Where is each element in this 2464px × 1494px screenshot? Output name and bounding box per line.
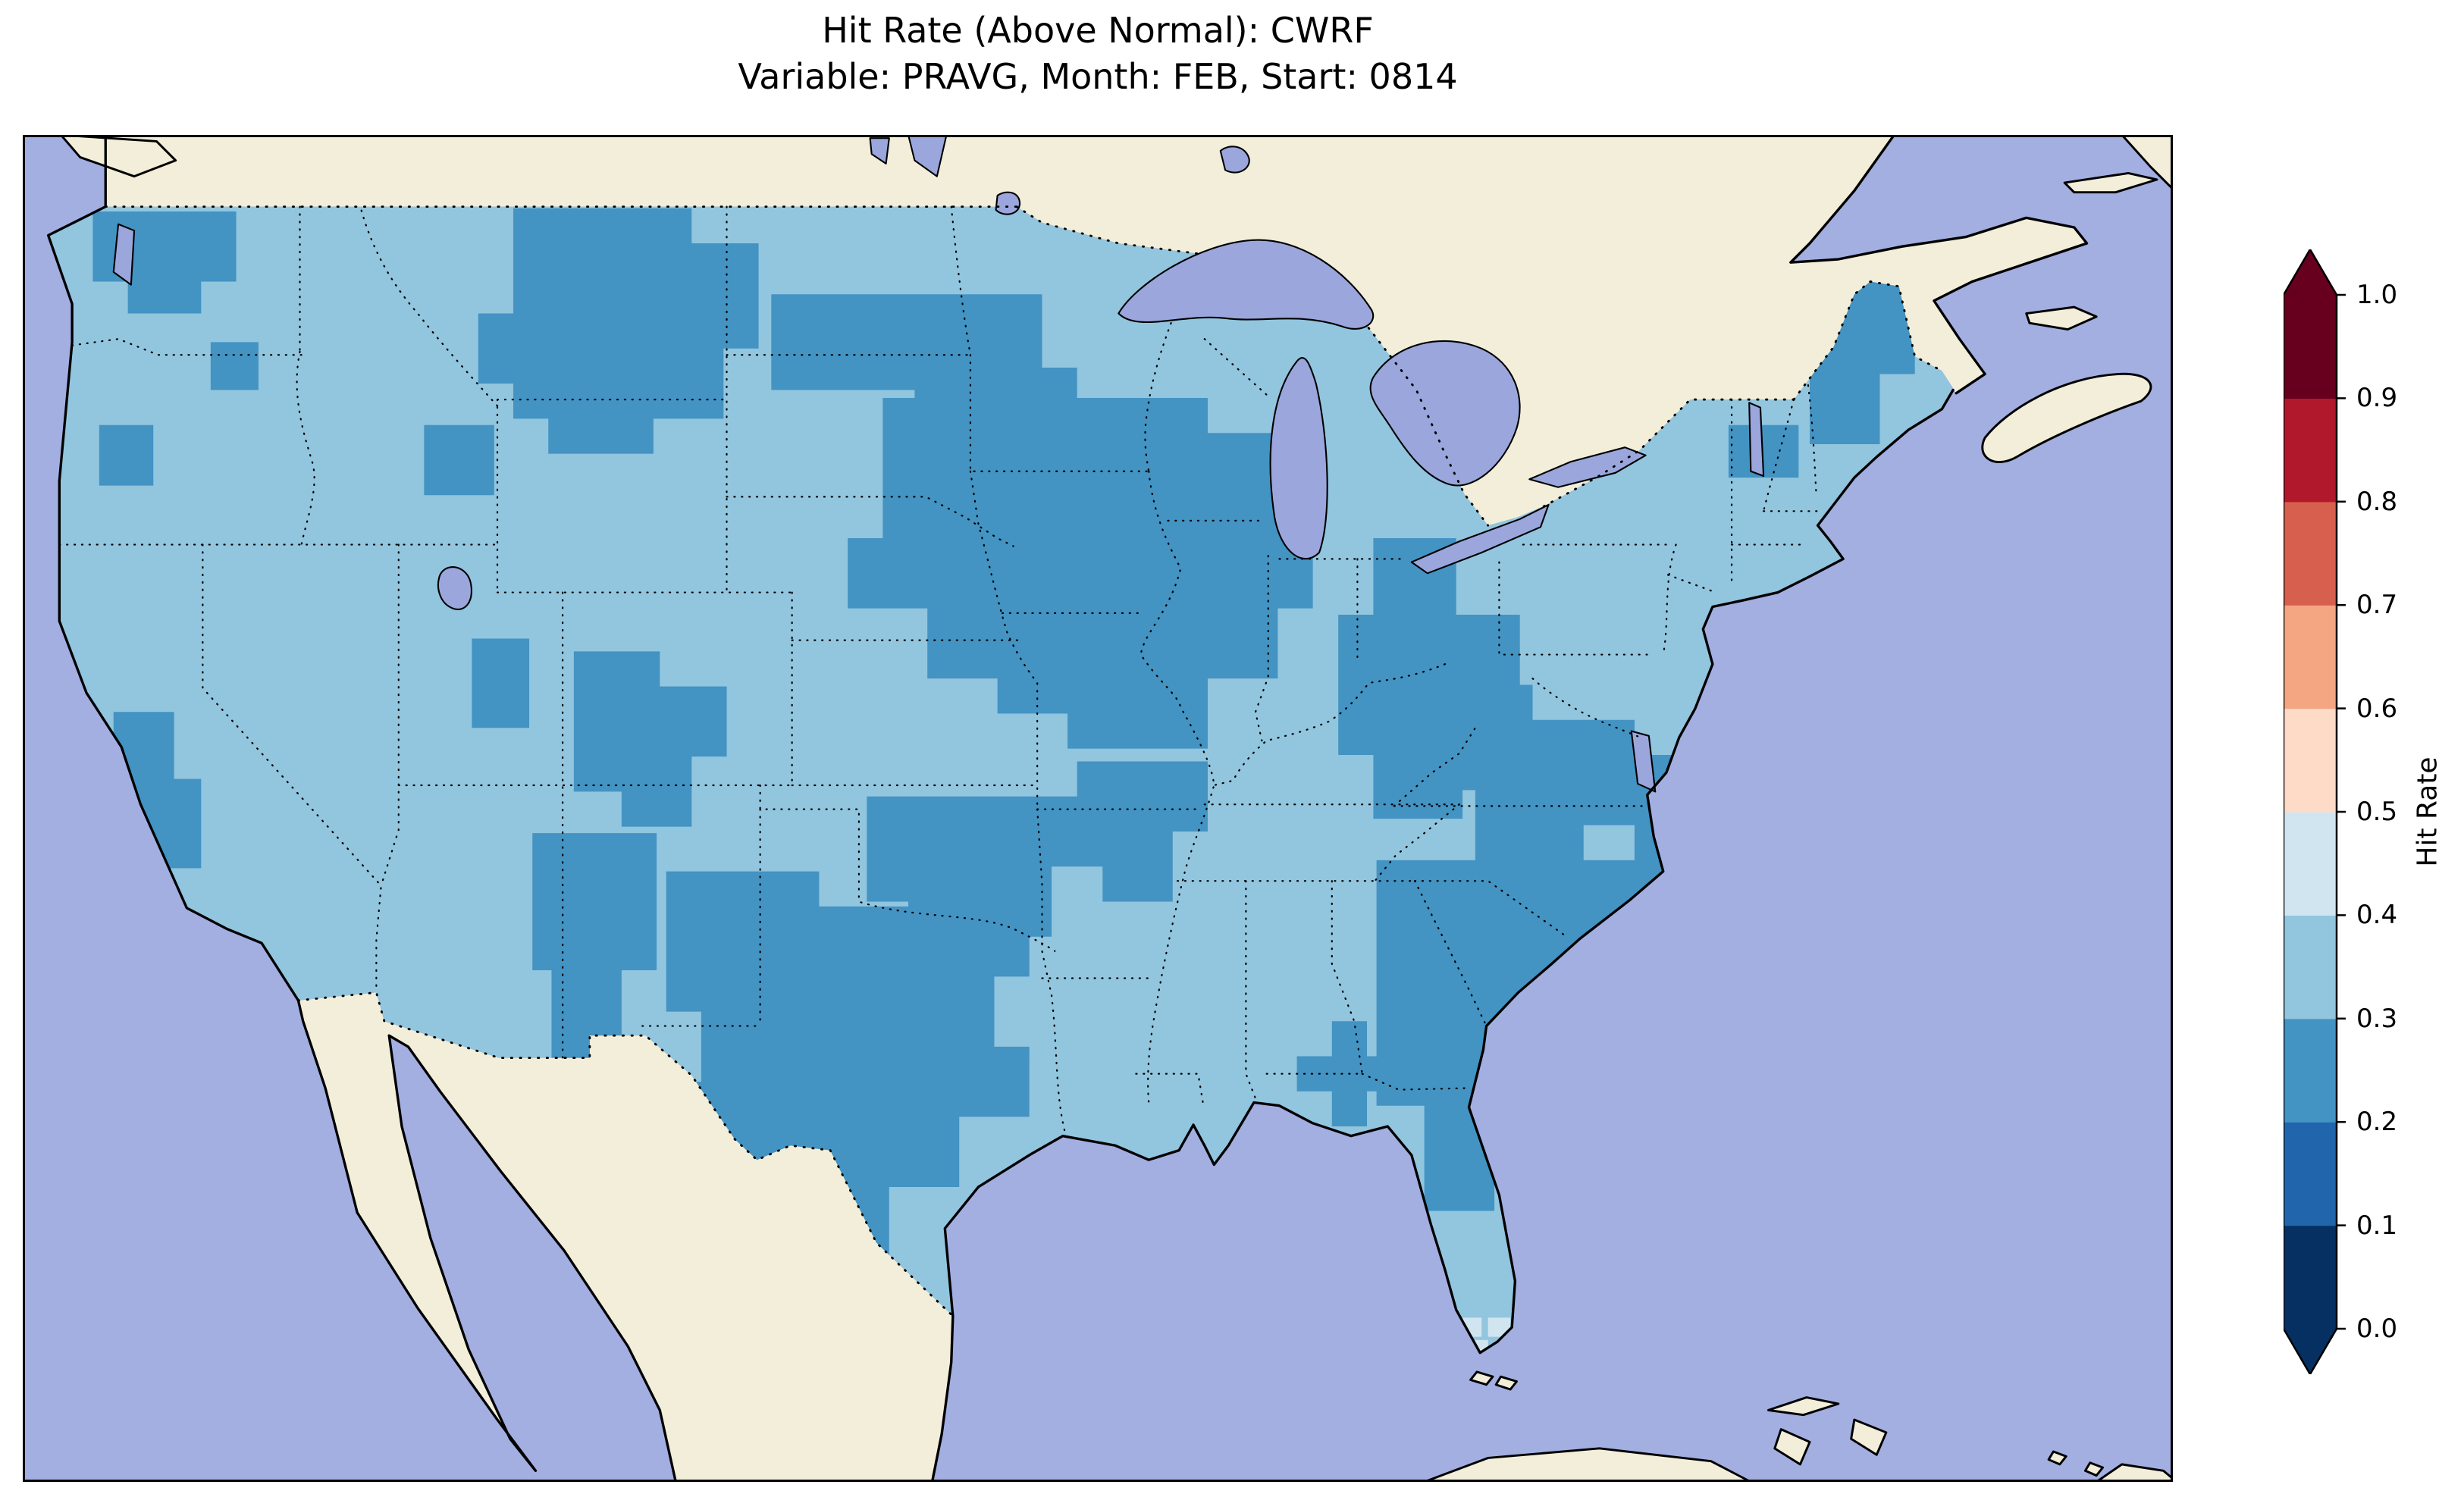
colorbar-tick-label: 0.4 (2356, 900, 2398, 931)
colorbar-tick-label: 0.3 (2356, 1003, 2398, 1034)
colorbar-segment (2284, 812, 2337, 916)
colorbar-axis-label: Hit Rate (2412, 756, 2444, 867)
colorbar-extend-over (2284, 249, 2337, 295)
coastlines (46, 135, 2089, 1482)
colorbar-svg (2282, 247, 2346, 1377)
colorbar-tick-label: 0.0 (2356, 1314, 2398, 1344)
colorbar-segment (2284, 295, 2337, 399)
figure-title-line1: Hit Rate (Above Normal): CWRF (822, 10, 1374, 51)
mexico-landmass (298, 992, 953, 1482)
figure-title-line2: Variable: PRAVG, Month: FEB, Start: 0814 (738, 56, 1458, 97)
colorbar-segment (2284, 398, 2337, 503)
colorbar-segment (2284, 501, 2337, 606)
colorbar-tick-label: 0.8 (2356, 486, 2398, 517)
colorbar-segment (2284, 1225, 2337, 1330)
colorbar-tick-label: 0.1 (2356, 1210, 2398, 1241)
colorbar-segment (2284, 605, 2337, 709)
national-borders (104, 205, 1943, 1317)
colorbar-tick-label: 0.6 (2356, 693, 2398, 724)
islands (59, 135, 2173, 1482)
colorbar-segment (2284, 1122, 2337, 1226)
colorbar-tick-label: 1.0 (2356, 280, 2398, 310)
colorbar-tick-label: 0.5 (2356, 797, 2398, 827)
canada-landmass (105, 135, 2087, 526)
hit-rate-cells-0_2-0_3 (92, 208, 1915, 1258)
colorbar-tick-label: 0.2 (2356, 1107, 2398, 1138)
colorbar-tick-label: 0.9 (2356, 383, 2398, 414)
colorbar-segment (2284, 915, 2337, 1019)
colorbar-tick-label: 0.7 (2356, 590, 2398, 621)
lakes (112, 135, 1765, 793)
figure-titles: Hit Rate (Above Normal): CWRF Variable: … (23, 8, 2173, 100)
state-borders (58, 205, 1819, 1137)
colorbar-segment (2284, 1018, 2337, 1123)
colorbar: 1.0 0.9 0.8 0.7 0.6 0.5 0.4 0.3 0.2 0.1 0.0 (2282, 247, 2464, 1377)
map-panel (23, 135, 2173, 1482)
colorbar-extend-under (2284, 1329, 2337, 1374)
us-hit-rate-map (23, 135, 2173, 1482)
colorbar-segment (2284, 708, 2337, 813)
